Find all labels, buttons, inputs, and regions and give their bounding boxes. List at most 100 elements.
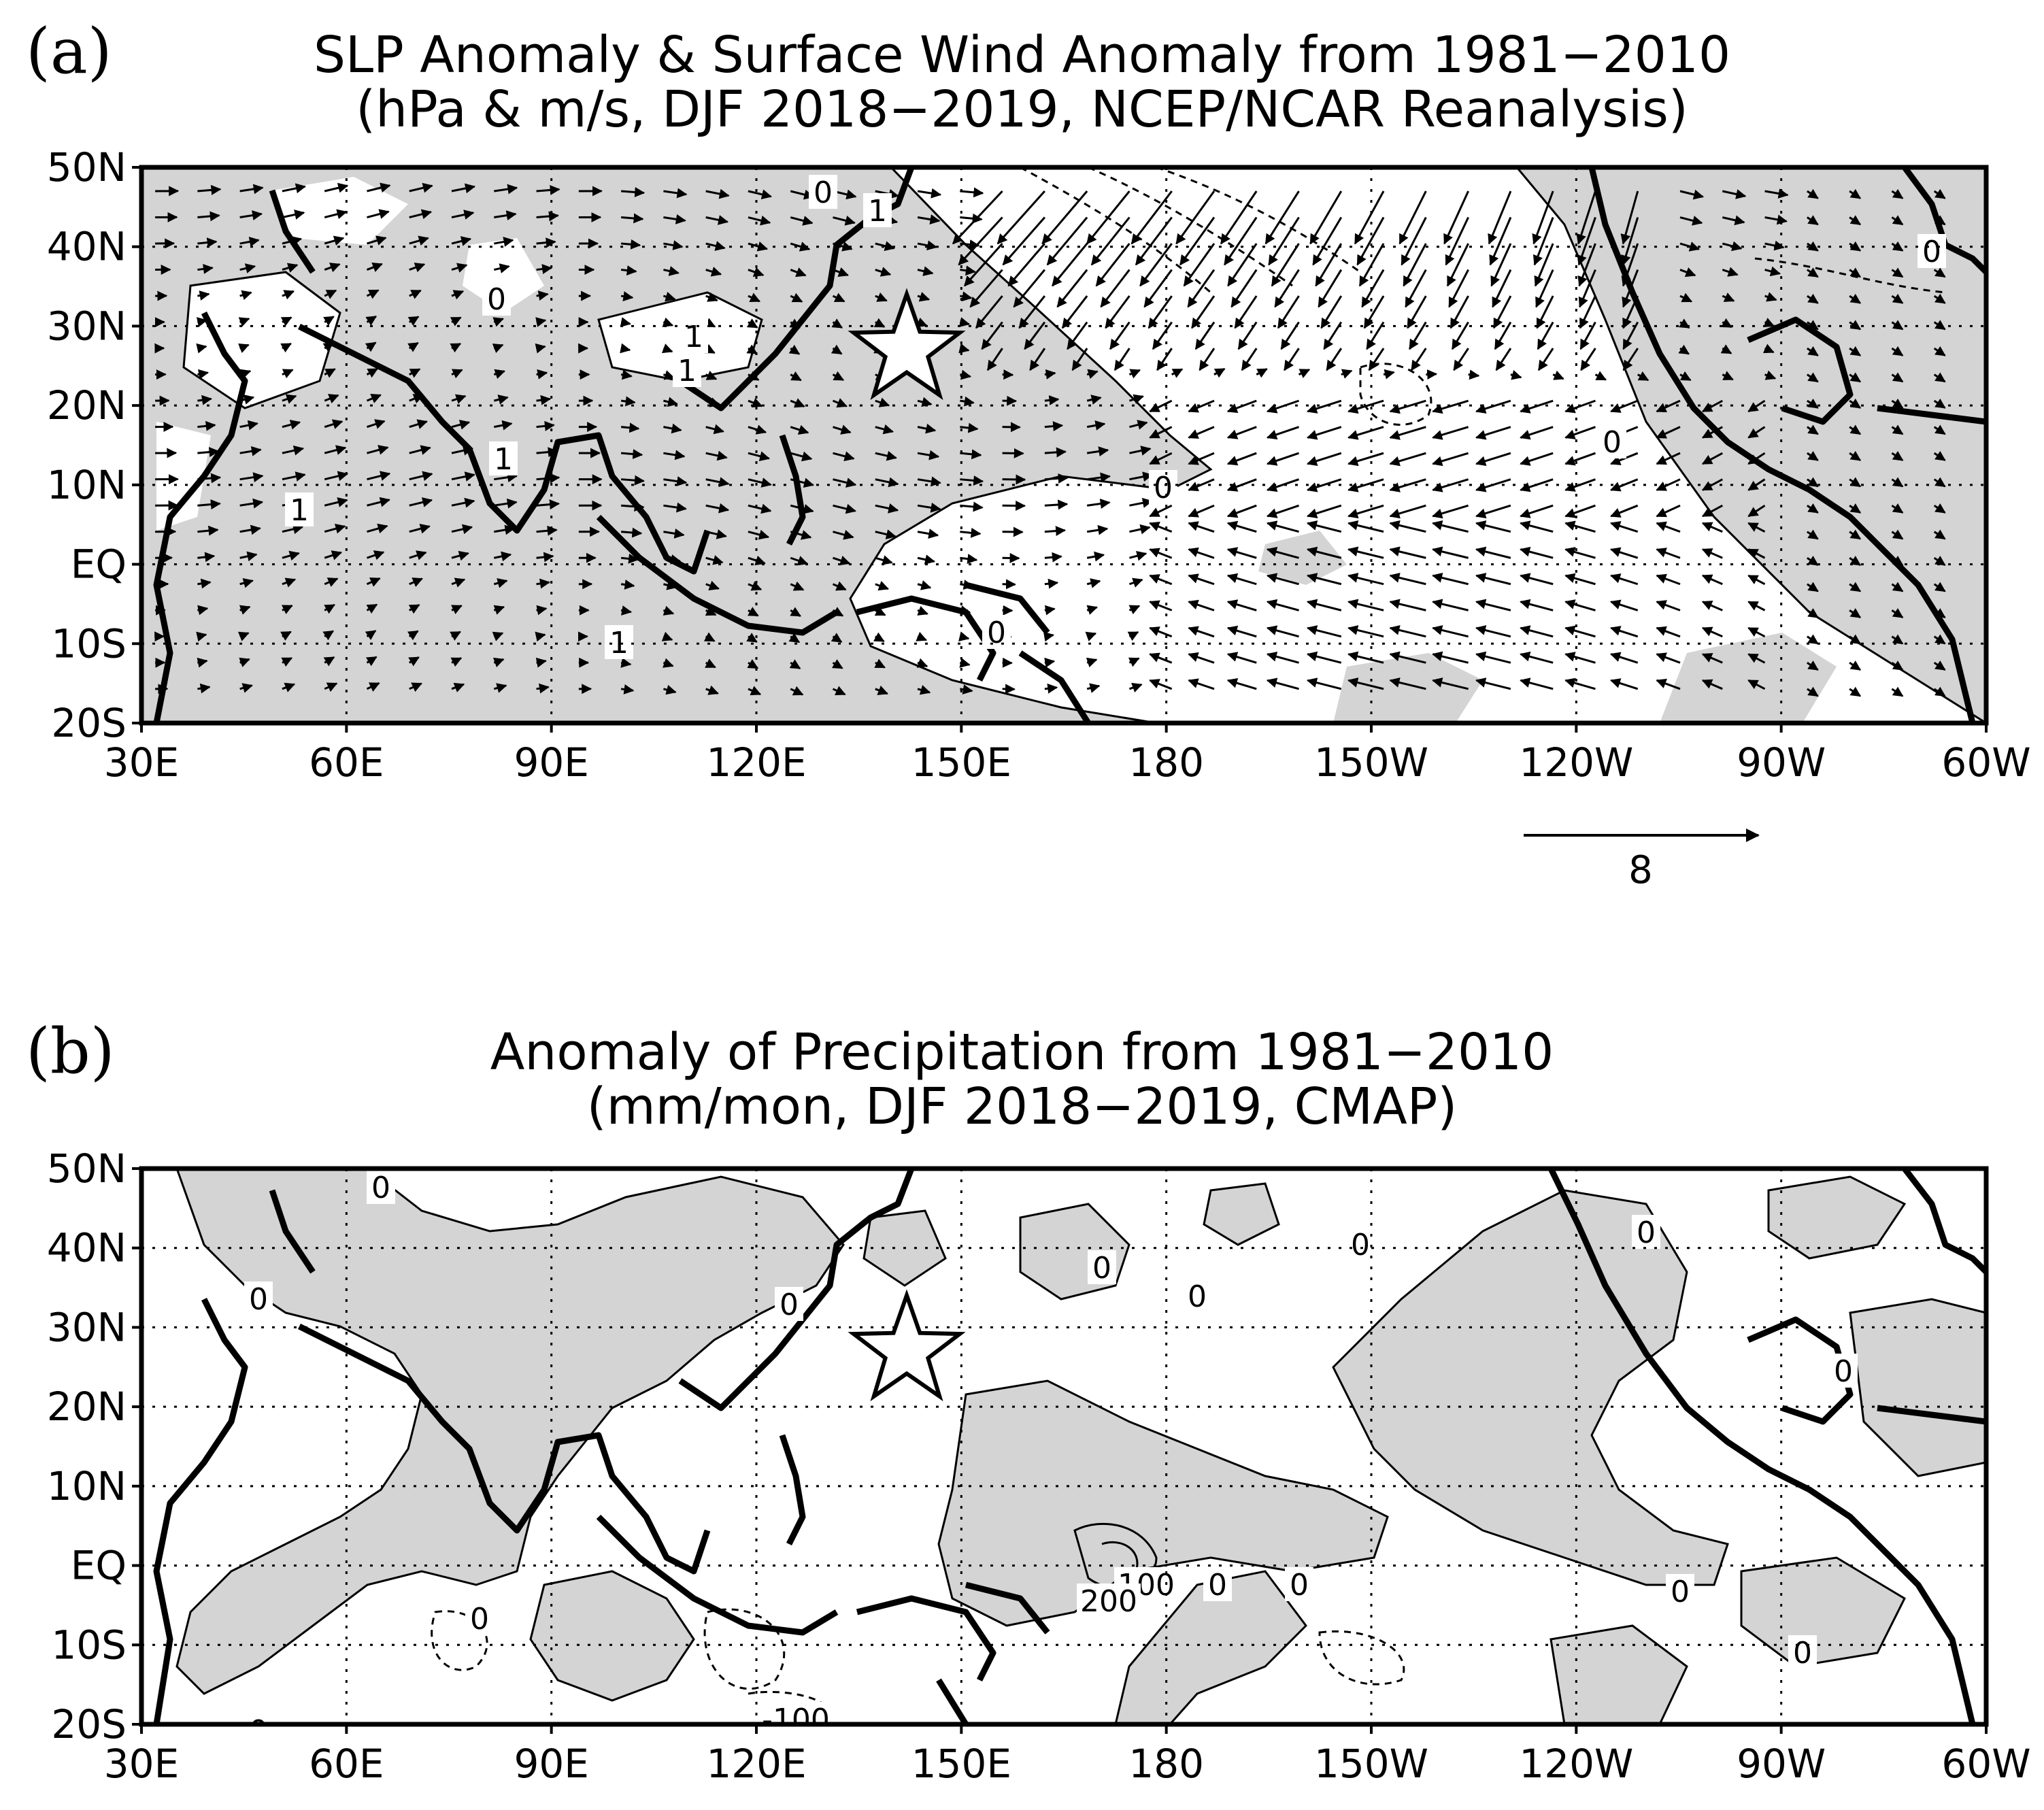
wind-vector xyxy=(1609,547,1639,559)
contour-label: 1 xyxy=(290,493,309,528)
wind-vector xyxy=(1312,216,1343,266)
wind-vector xyxy=(833,503,856,514)
wind-vector xyxy=(1564,504,1596,518)
wind-vector xyxy=(1764,240,1785,251)
lat-tick-label: 10N xyxy=(47,1463,127,1509)
wind-vector xyxy=(705,658,716,669)
wind-vector xyxy=(1891,320,1904,331)
wind-vector xyxy=(1849,582,1862,592)
wind-vector xyxy=(409,523,431,534)
wind-vector xyxy=(621,475,645,486)
wind-vector xyxy=(1609,573,1639,586)
wind-vector xyxy=(197,184,222,195)
wind-vector xyxy=(1475,677,1511,690)
wind-vector xyxy=(620,291,634,301)
wind-vector xyxy=(1475,520,1511,533)
wind-anomaly-vectors xyxy=(154,182,1946,697)
wind-vector xyxy=(1129,550,1147,561)
wind-vector xyxy=(1135,216,1173,266)
wind-vector xyxy=(1536,295,1554,329)
wind-vector xyxy=(1086,472,1111,483)
wind-vector xyxy=(917,685,931,695)
wind-vector xyxy=(1579,321,1596,350)
wind-vector xyxy=(620,343,631,354)
wind-vector xyxy=(367,497,390,507)
wind-vector xyxy=(874,658,886,669)
contour-label: 0 xyxy=(814,175,833,210)
wind-vector xyxy=(1266,478,1300,492)
wind-vector xyxy=(1609,521,1639,533)
wind-vector xyxy=(1403,243,1427,287)
wind-vector xyxy=(1451,321,1469,350)
wind-vector xyxy=(1445,216,1469,266)
wind-vector xyxy=(1410,348,1427,371)
wind-vector xyxy=(1933,556,1946,566)
wind-vector xyxy=(1537,321,1554,350)
wind-vector xyxy=(239,290,252,301)
wind-vector xyxy=(1188,399,1215,413)
wind-vector xyxy=(1347,478,1384,492)
wind-vector xyxy=(1701,478,1723,491)
wind-vector xyxy=(1320,295,1343,329)
wind-vector xyxy=(324,235,345,246)
wind-vector xyxy=(958,317,971,327)
wind-vector xyxy=(1149,652,1173,664)
wind-vector xyxy=(748,451,771,461)
wind-vector xyxy=(1389,520,1426,533)
wind-vector xyxy=(748,215,771,226)
wind-vector xyxy=(917,266,934,276)
wind-vector xyxy=(1052,243,1088,287)
lon-tick-label: 60W xyxy=(1941,1741,2030,1787)
wind-vector xyxy=(1807,450,1819,461)
contour-label: 0 xyxy=(1671,1575,1690,1609)
wind-vector xyxy=(282,445,305,456)
wind-vector xyxy=(1933,529,1946,540)
wind-vector xyxy=(748,241,769,252)
contour-label: 0 xyxy=(487,282,506,317)
wind-vector xyxy=(1849,188,1862,199)
wind-vector xyxy=(1086,683,1101,693)
wind-vector xyxy=(1807,503,1819,514)
wind-vector xyxy=(1086,499,1111,509)
contour-label: 1 xyxy=(684,320,703,354)
wind-vector xyxy=(493,551,512,562)
wind-vector xyxy=(1306,573,1342,586)
wind-vector xyxy=(197,499,221,510)
contour-label-bg xyxy=(244,1281,273,1315)
wind-vector xyxy=(366,262,383,272)
wind-vector xyxy=(1149,679,1173,690)
wind-vector xyxy=(1256,368,1268,378)
wind-vector xyxy=(1274,269,1300,308)
contour-label: 0 xyxy=(1637,1216,1656,1250)
wind-vector xyxy=(239,605,251,615)
wind-vector xyxy=(409,497,433,507)
wind-vector xyxy=(1564,599,1596,611)
wind-vector xyxy=(1494,321,1512,350)
contour-label-bg xyxy=(1077,1583,1141,1618)
wind-vector xyxy=(1807,660,1819,671)
wind-vector xyxy=(1306,625,1342,638)
wind-vector xyxy=(1309,190,1343,245)
wind-vector xyxy=(1747,626,1766,638)
wind-vector xyxy=(1149,626,1173,638)
wind-vector xyxy=(1891,215,1904,226)
wind-vector xyxy=(1721,318,1732,329)
wind-vector xyxy=(1520,573,1554,586)
wind-vector xyxy=(323,656,335,667)
wind-vector xyxy=(1175,190,1216,245)
title-line-1: Anomaly of Precipitation from 1981−2010 xyxy=(490,1023,1554,1082)
wind-vector xyxy=(536,211,560,222)
wind-vector xyxy=(365,630,377,641)
wind-vector xyxy=(1849,529,1862,540)
lon-tick-label: 150W xyxy=(1314,1741,1428,1787)
wind-vector xyxy=(282,420,301,430)
wind-vector xyxy=(1149,399,1173,413)
wind-vector xyxy=(1389,452,1426,467)
wind-vector xyxy=(1933,686,1946,697)
wind-vector xyxy=(790,371,802,382)
lon-tick-label: 90W xyxy=(1737,1741,1826,1787)
wind-vector xyxy=(1564,547,1596,559)
wind-vector xyxy=(1933,450,1946,461)
wind-vector xyxy=(1722,267,1739,277)
wind-vector xyxy=(1849,503,1862,514)
